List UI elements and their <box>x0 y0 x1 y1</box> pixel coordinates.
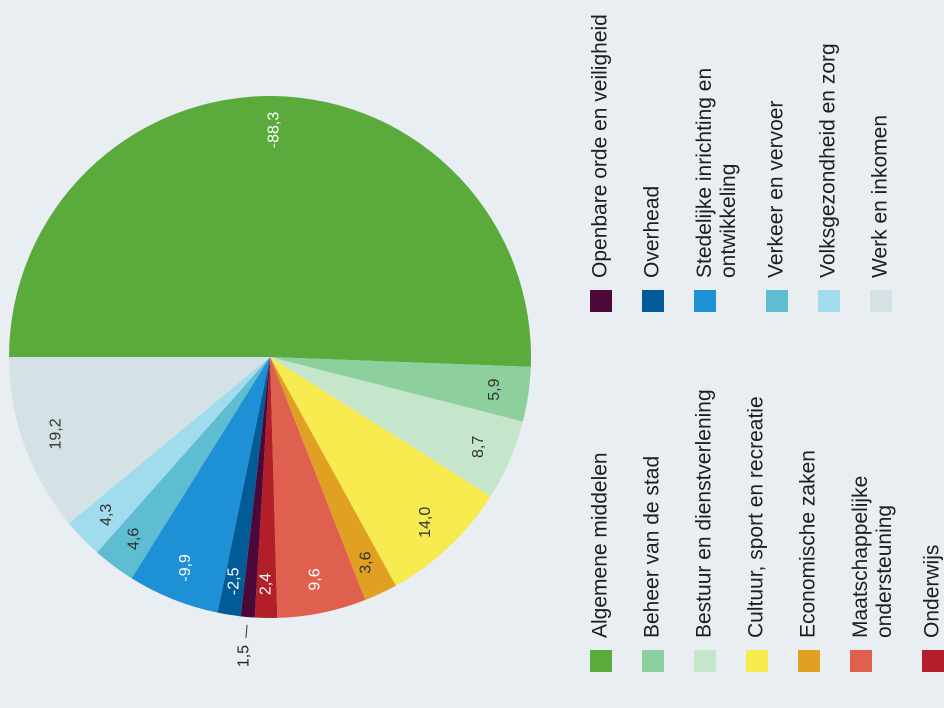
legend-swatch <box>798 650 820 672</box>
legend-label: Stedelijke inrichting enontwikkeling <box>693 68 740 278</box>
legend-label: Cultuur, sport en recreatie <box>745 396 768 638</box>
legend-label: Beheer van de stad <box>641 456 664 638</box>
legend-swatch <box>694 650 716 672</box>
legend-label: Maatschappelijkeondersteuning <box>849 476 896 638</box>
pie-slice <box>131 357 270 613</box>
data-label: 3,6 <box>358 551 375 573</box>
data-label: -88,3 <box>266 112 283 149</box>
legend-label: Onderwijs <box>921 545 944 638</box>
data-label: 5,9 <box>486 378 503 400</box>
legend-label-line: Stedelijke inrichting en <box>693 68 716 278</box>
pie-slice <box>9 357 270 524</box>
pie-slice <box>270 357 531 422</box>
pie-slice <box>240 357 270 618</box>
legend-swatch <box>922 650 944 672</box>
pie-slice <box>270 357 396 600</box>
pie-slice <box>68 357 270 553</box>
data-label: 4,6 <box>125 528 142 550</box>
pie-slice <box>270 357 366 618</box>
legend-swatch <box>766 290 788 312</box>
legend-label: Bestuur en dienstverlening <box>693 389 716 638</box>
legend-label-line: ontwikkeling <box>717 164 740 278</box>
legend-swatch <box>694 290 716 312</box>
data-label: 14,0 <box>417 507 434 538</box>
legend-swatch <box>642 290 664 312</box>
pie-slice <box>254 357 278 618</box>
legend-label: Openbare orde en veiligheid <box>589 14 612 278</box>
pie-slice <box>96 357 270 579</box>
legend-label-line: Maatschappelijke <box>849 476 872 638</box>
pie-slice <box>270 357 523 497</box>
legend-label: Overhead <box>641 186 664 278</box>
data-label: 8,7 <box>470 436 487 458</box>
data-label: 9,6 <box>306 568 323 590</box>
legend-swatch <box>870 290 892 312</box>
data-label: -9,9 <box>177 554 194 582</box>
legend-label: Economische zaken <box>797 450 820 638</box>
leader-line <box>245 624 248 638</box>
pie-slice <box>217 357 270 617</box>
pie-slice <box>270 357 491 586</box>
legend-label: Volksgezondheid en zorg <box>817 43 840 278</box>
legend-swatch <box>746 650 768 672</box>
legend-swatch <box>590 290 612 312</box>
data-label: -2,5 <box>226 567 243 595</box>
data-label: 2,4 <box>258 573 275 595</box>
data-label: 4,3 <box>98 504 115 526</box>
legend-swatch <box>818 290 840 312</box>
legend-swatch <box>590 650 612 672</box>
legend-label: Verkeer en vervoer <box>765 101 788 278</box>
legend-swatch <box>850 650 872 672</box>
legend-label: Werk en inkomen <box>869 115 892 278</box>
legend-swatch <box>642 650 664 672</box>
data-label: 19,2 <box>48 418 65 449</box>
legend-label: Algemene middelen <box>589 452 612 638</box>
data-label: 1,5 <box>236 645 253 667</box>
pie-slice <box>9 96 531 367</box>
rotated-chart: -88,3 5,9 8,7 14,0 3,6 9,6 2,4 1,5 -2,5 -9,9 4,6 4,… <box>9 14 944 672</box>
legend-label-line: ondersteuning <box>873 505 896 638</box>
